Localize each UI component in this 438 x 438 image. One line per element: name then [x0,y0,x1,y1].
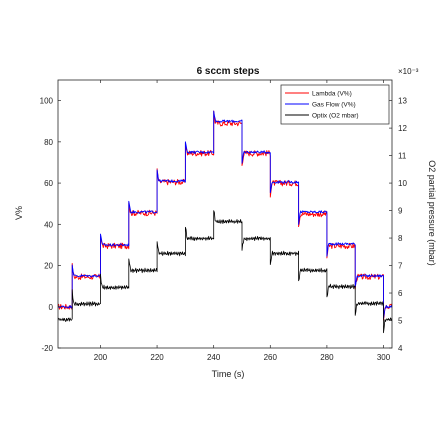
series-line [58,110,392,321]
y-tick-label: 80 [44,138,53,147]
x-tick-label: 300 [377,353,391,362]
x-axis-title: Time (s) [212,369,245,379]
right-tick-label: 9 [398,207,403,216]
right-tick-label: 10 [398,179,407,188]
axes-layer: 200 220 240 260 280 300 -20 0 20 40 60 80 100 4 5 6 7 8 9 1… [40,79,407,362]
right-tick-label: 6 [398,289,403,298]
right-tick-label: 4 [398,344,403,353]
right-tick-label: 7 [398,262,403,271]
chart-title: 6 sccm steps [197,66,260,77]
right-tick-label: 11 [398,152,407,161]
legend-label: Gas Flow (V%) [312,101,356,108]
x-tick-label: 200 [94,353,108,362]
right-axis-title: O2 partial pressure (mbar) [427,160,437,266]
legend-label: Lambda (V%) [312,90,352,97]
series-layer [58,110,392,334]
right-axis-multiplier: ×10⁻³ [398,67,419,76]
y-tick-label: 40 [44,220,53,229]
right-tick-label: 5 [398,317,403,326]
plot-frame [57,79,393,349]
series-line [58,210,392,334]
y-tick-label: -20 [41,344,53,353]
right-tick-label: 8 [398,234,403,243]
legend: Lambda (V%) Gas Flow (V%) Optix (O2 mbar) [280,84,390,125]
right-tick-label: 12 [398,124,407,133]
y-tick-label: 100 [40,97,54,106]
y-tick-label: 0 [49,303,54,312]
y-axis-title: V% [14,206,24,220]
x-tick-label: 280 [320,353,334,362]
right-tick-label: 13 [398,97,407,106]
legend-label: Optix (O2 mbar) [312,112,359,119]
x-tick-label: 220 [150,353,164,362]
y-tick-label: 60 [44,179,53,188]
y-tick-label: 20 [44,262,53,271]
series-line [58,110,392,319]
x-tick-label: 240 [207,353,221,362]
x-tick-label: 260 [264,353,278,362]
